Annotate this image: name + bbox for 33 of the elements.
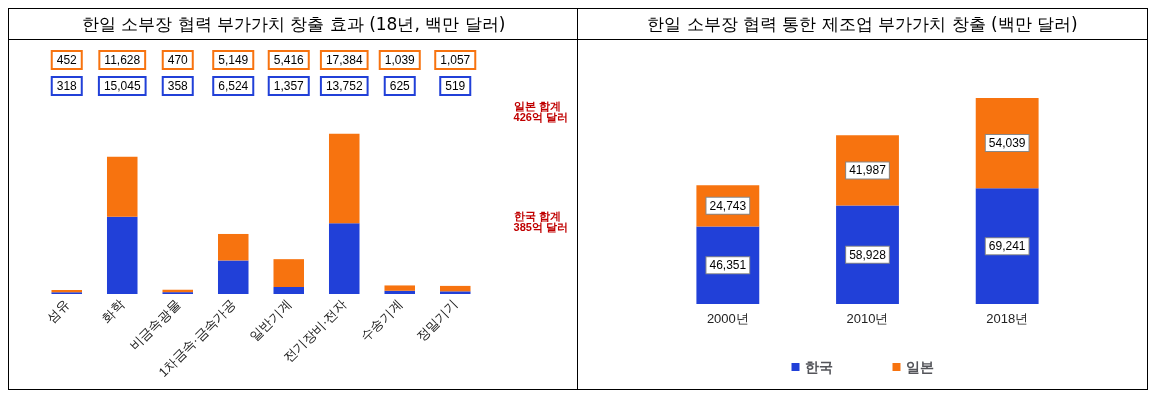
data-label: 5,416 (273, 53, 305, 67)
legend-label: 한국 (804, 359, 833, 375)
data-label: 625 (389, 79, 411, 93)
data-label: 1,357 (273, 79, 305, 93)
x-tick-label: 섬유 (43, 296, 73, 326)
x-tick-label: 화학 (98, 296, 128, 326)
data-label: 470 (167, 53, 189, 67)
data-label: 41,987 (849, 163, 887, 178)
data-label: 15,045 (103, 79, 141, 93)
data-label: 46,351 (709, 258, 747, 273)
chart-title: 한일 소부장 협력 부가가치 창출 효과 (18년, 백만 달러) (9, 9, 578, 40)
data-label: 54,039 (988, 136, 1026, 151)
data-label: 11,628 (104, 53, 141, 67)
data-label: 358 (167, 79, 189, 93)
data-label: 17,384 (325, 53, 363, 67)
x-tick-label: 2018년 (986, 311, 1029, 326)
text: 한국 합계 385억 달러 (513, 209, 569, 233)
x-tick-label: 2010년 (846, 311, 889, 326)
data-label: 318 (56, 79, 78, 93)
data-label: 1,057 (440, 53, 471, 67)
data-label: 452 (56, 53, 78, 67)
data-label: 13,752 (325, 79, 363, 93)
data-label: 69,241 (988, 239, 1026, 254)
chart-title: 한일 소부장 협력 통한 제조업 부가가치 창출 (백만 달러) (578, 9, 1147, 40)
data-label: 5,149 (218, 53, 249, 67)
data-label: 6,524 (218, 79, 249, 93)
legend-label: 일본 (905, 359, 934, 375)
data-label: 58,928 (849, 247, 887, 262)
data-label: 24,743 (709, 198, 747, 213)
x-tick-label: 2000년 (706, 311, 749, 326)
text: 일본 합계 426억 달러 (513, 99, 569, 123)
data-label: 1,039 (384, 53, 416, 67)
data-label: 519 (445, 79, 466, 93)
